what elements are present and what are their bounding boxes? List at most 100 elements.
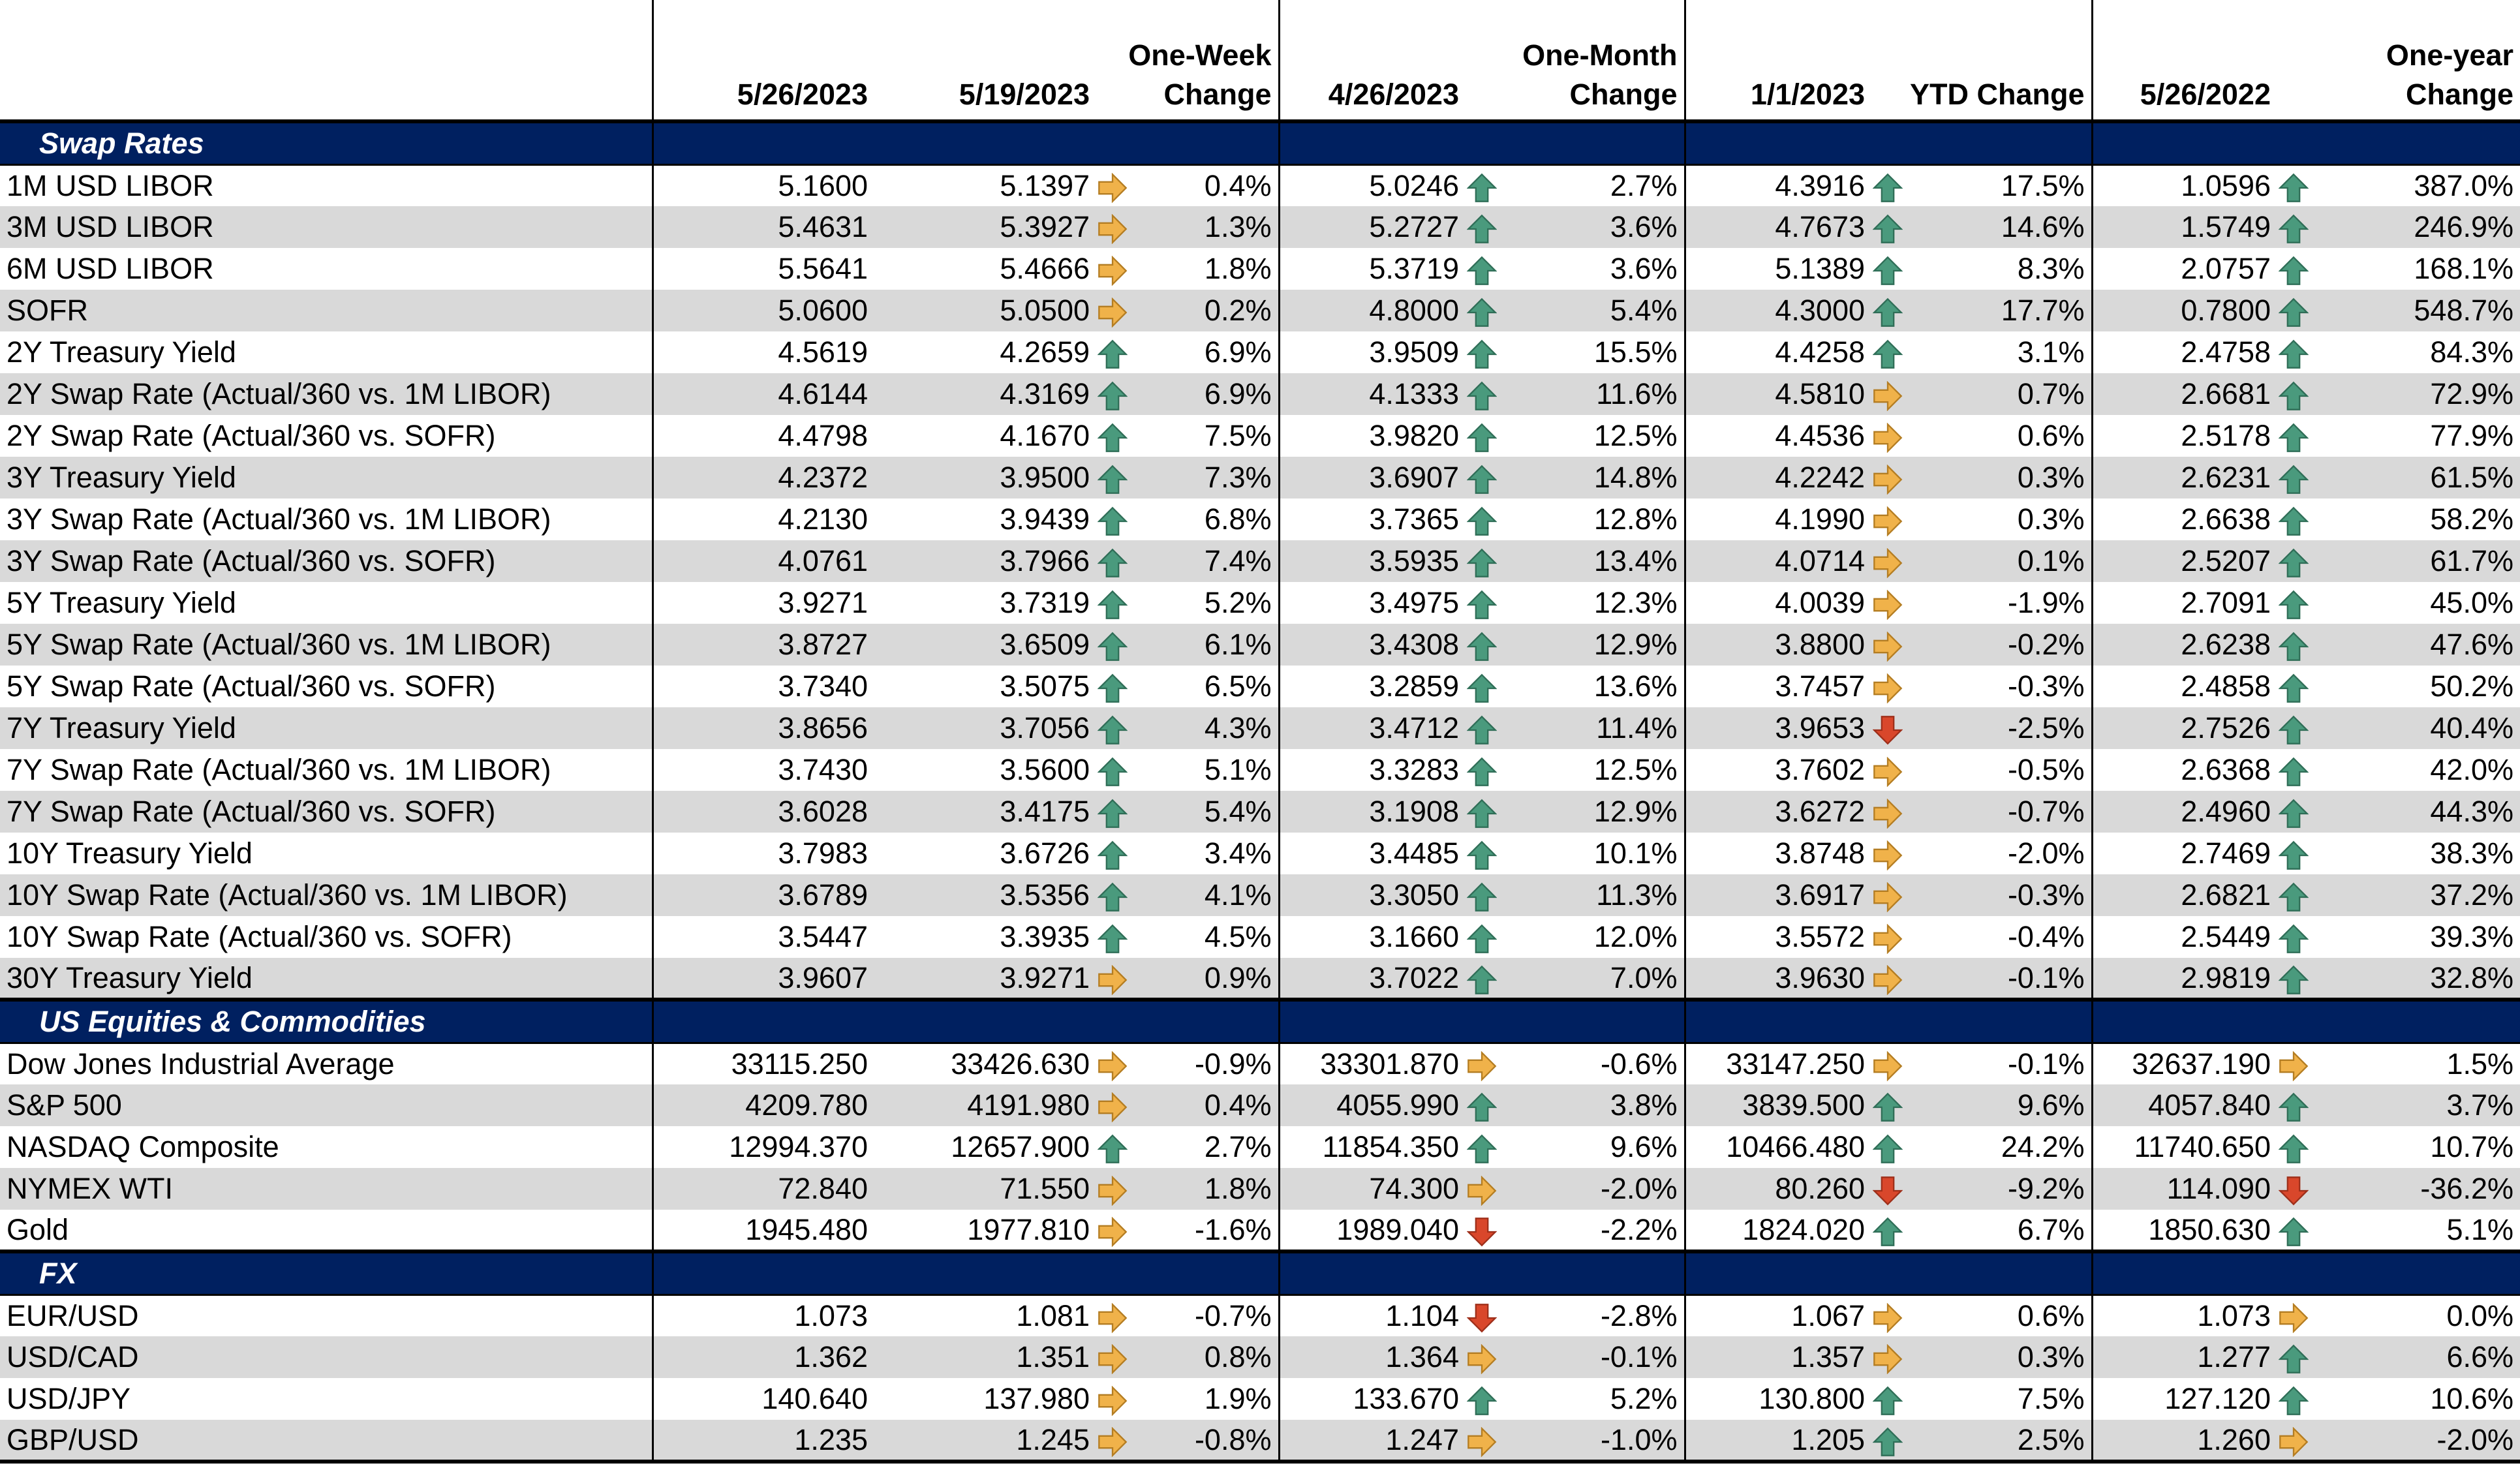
value-year-start: 10466.480 (1683, 1126, 1871, 1168)
one-month-change: 14.8% (1502, 457, 1685, 498)
trend-flat-icon (1871, 749, 1908, 791)
trend-up-icon (1096, 373, 1133, 415)
row-label: Gold (7, 1212, 69, 1246)
value-current: 3.5447 (651, 916, 874, 958)
one-year-change: 45.0% (2430, 586, 2514, 619)
value-one-week-ago: 5.1397 (1000, 168, 1090, 202)
value-one-week-ago: 5.0500 (874, 290, 1096, 331)
trend-up-icon (2277, 164, 2314, 206)
value-one-year-ago: 2.7469 (2091, 833, 2277, 874)
value-one-week-ago: 3.9439 (1000, 502, 1090, 536)
section-title: Swap Rates (0, 119, 653, 166)
row-label: 3Y Swap Rate (Actual/360 vs. SOFR) (0, 540, 653, 582)
trend-flat-icon (1096, 206, 1133, 248)
ytd-change: 0.3% (1908, 457, 2092, 498)
one-year-change: 42.0% (2430, 753, 2514, 786)
value-one-month-ago: 3.7365 (1278, 498, 1466, 540)
section-fill (651, 998, 1279, 1044)
one-year-change: 0.0% (2446, 1298, 2514, 1332)
row-label: 3Y Treasury Yield (0, 457, 653, 498)
row-label: Dow Jones Industrial Average (7, 1047, 395, 1081)
value-one-year-ago: 2.6368 (2091, 749, 2277, 791)
one-year-change: 5.1% (2446, 1212, 2514, 1246)
value-one-month-ago: 3.3283 (1278, 749, 1466, 791)
value-one-year-ago: 2.6681 (2091, 373, 2277, 415)
one-month-change: 11.3% (1502, 874, 1685, 916)
trend-up-icon (1096, 666, 1133, 707)
one-year-change: 84.3% (2430, 335, 2514, 369)
value-current: 5.5641 (651, 248, 874, 290)
trend-up-icon (2277, 666, 2314, 707)
header-col-1: 5/26/2023 (651, 0, 874, 121)
trend-up-icon (2277, 331, 2314, 373)
ytd-change: 0.1% (1908, 540, 2092, 582)
row-label: 2Y Treasury Yield (7, 335, 236, 369)
trend-up-icon (1096, 749, 1133, 791)
row-label: 3M USD LIBOR (0, 206, 653, 248)
value-one-year-ago: 11740.650 (2091, 1126, 2277, 1168)
trend-flat-icon (1871, 916, 1908, 958)
value-current: 4.4798 (651, 415, 874, 457)
section-fill (2091, 998, 2520, 1044)
row-label: NYMEX WTI (0, 1168, 653, 1210)
value-one-week-ago: 4191.980 (874, 1084, 1096, 1126)
value-current: 3.7430 (651, 749, 874, 791)
value-one-week-ago: 3.6509 (874, 624, 1096, 666)
ytd-change: 0.3% (2017, 502, 2085, 536)
one-year-change: 61.7% (2314, 540, 2520, 582)
trend-flat-icon (1871, 498, 1908, 540)
trend-flat-icon (1096, 958, 1133, 1000)
one-week-change: -0.9% (1194, 1047, 1272, 1081)
value-one-week-ago: 3.7319 (1000, 586, 1090, 619)
trend-flat-icon (1096, 1336, 1133, 1378)
trend-up-icon (2277, 707, 2314, 749)
one-week-change: 2.7% (1204, 1130, 1272, 1163)
trend-up-icon (1466, 874, 1502, 916)
one-week-change: 6.1% (1133, 624, 1279, 666)
trend-down-icon (1871, 707, 1908, 749)
table-row: NYMEX WTI 72.840 71.550 1.8% 74.300 -2.0% 80.2… (0, 1168, 2520, 1210)
one-year-change: 58.2% (2430, 502, 2514, 536)
value-year-start: 4.3000 (1683, 290, 1871, 331)
one-year-change: 1.5% (2446, 1047, 2514, 1081)
trend-up-icon (2277, 1084, 2314, 1126)
one-month-change: -2.0% (1502, 1168, 1685, 1210)
one-week-change: 0.2% (1133, 290, 1279, 331)
trend-up-icon (2277, 874, 2314, 916)
row-label: SOFR (0, 290, 653, 331)
value-one-month-ago: 3.9509 (1278, 331, 1466, 373)
one-year-change: 47.6% (2314, 624, 2520, 666)
one-year-change: 72.9% (2314, 373, 2520, 415)
value-year-start: 80.260 (1683, 1168, 1871, 1210)
one-month-change: 5.4% (1502, 290, 1685, 331)
ytd-change: 8.3% (2017, 252, 2085, 285)
value-one-month-ago: 3.1660 (1278, 916, 1466, 958)
trend-up-icon (1466, 248, 1502, 290)
value-one-month-ago: 3.1908 (1278, 791, 1466, 833)
section-fill (1278, 998, 1685, 1044)
one-month-change: 7.0% (1502, 958, 1685, 1000)
row-label: 2Y Swap Rate (Actual/360 vs. 1M LIBOR) (0, 373, 653, 415)
one-week-change: 1.8% (1204, 252, 1272, 285)
value-one-week-ago: 3.3935 (1000, 920, 1090, 953)
value-one-year-ago: 2.4960 (2091, 791, 2277, 833)
row-label: 3Y Swap Rate (Actual/360 vs. 1M LIBOR) (7, 502, 551, 536)
value-one-month-ago: 3.6907 (1278, 457, 1466, 498)
section-fill (1683, 119, 2092, 166)
trend-up-icon (1096, 457, 1133, 498)
trend-up-icon (1871, 290, 1908, 331)
value-one-year-ago: 1.277 (2091, 1336, 2277, 1378)
trend-up-icon (1466, 666, 1502, 707)
trend-flat-icon (1096, 1043, 1133, 1084)
value-one-week-ago: 4.2659 (1000, 335, 1090, 369)
value-one-week-ago: 5.3927 (874, 206, 1096, 248)
value-one-week-ago: 4.1670 (1000, 419, 1090, 452)
header-blank (0, 0, 653, 121)
value-current: 33115.250 (651, 1043, 874, 1084)
one-week-change: 0.4% (1204, 168, 1272, 202)
section-header: Swap Rates (0, 119, 2520, 166)
trend-up-icon (2277, 791, 2314, 833)
table-row: 1M USD LIBOR 5.1600 5.1397 0.4% 5.0246 2.7% 4.… (0, 164, 2520, 206)
trend-flat-icon (1871, 1043, 1908, 1084)
value-one-year-ago: 2.0757 (2091, 248, 2277, 290)
